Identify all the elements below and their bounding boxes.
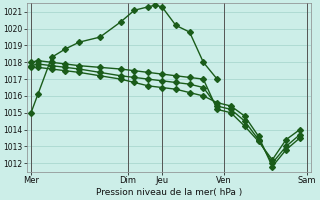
X-axis label: Pression niveau de la mer( hPa ): Pression niveau de la mer( hPa ) (96, 188, 242, 197)
